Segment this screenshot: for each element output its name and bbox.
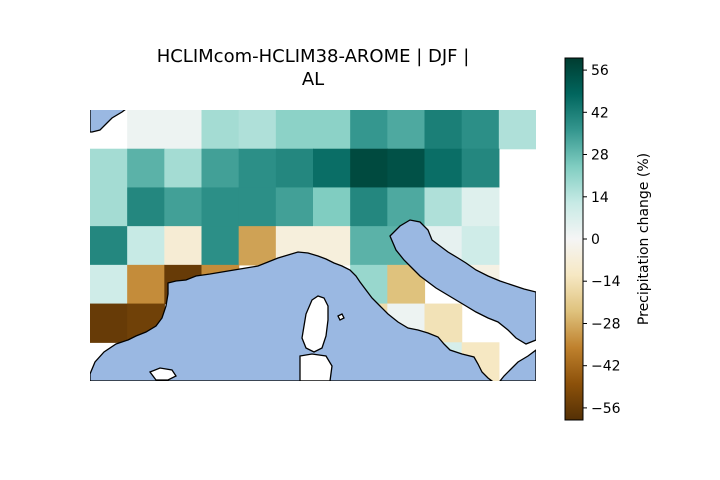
mediterranean-sea xyxy=(90,252,492,381)
grid-cell xyxy=(275,148,314,189)
grid-cell xyxy=(127,187,165,227)
grid-cell xyxy=(164,226,203,266)
map-area xyxy=(90,110,536,381)
colorbar-tick-label: 0 xyxy=(591,232,600,248)
islands xyxy=(148,295,345,381)
grid-cell xyxy=(313,187,351,227)
grid-cell xyxy=(387,187,426,227)
grid-cell xyxy=(127,148,165,189)
colorbar-ticks: −56 −42 −28 −14 0 14 28 42 56 xyxy=(583,63,621,417)
grid-cell xyxy=(90,148,128,189)
elba-island xyxy=(337,313,345,321)
grid-cell xyxy=(424,187,463,227)
grid-cell xyxy=(164,110,203,150)
adriatic-sea xyxy=(390,220,536,344)
grid-cell xyxy=(313,148,351,189)
map-title-line-1: HCLIMcom-HCLIM38-AROME | DJF | xyxy=(156,46,470,67)
grid-cell xyxy=(201,226,240,266)
colorbar-tick-label: −28 xyxy=(591,317,621,333)
grid-cell xyxy=(90,226,128,266)
grid-cell xyxy=(461,110,500,150)
grid-cell xyxy=(127,226,165,266)
grid-cell xyxy=(387,110,426,150)
map-title-line-2: AL xyxy=(301,69,325,90)
coastline xyxy=(90,251,494,381)
colorbar-label: Precipitation change (%) xyxy=(636,153,652,325)
grid-cell xyxy=(238,148,277,189)
grid-cell xyxy=(313,110,351,150)
balearic-island xyxy=(148,367,177,381)
coastline xyxy=(499,349,536,381)
colorbar-tick-label: 14 xyxy=(591,190,609,206)
colorbar-tick-label: −42 xyxy=(591,359,621,375)
corsica-island xyxy=(301,295,329,353)
grid-cell xyxy=(127,110,165,150)
grid-cell xyxy=(201,110,240,150)
grid-cell xyxy=(461,187,500,227)
grid-cell xyxy=(275,110,314,150)
colorbar-tick-label: −56 xyxy=(591,401,621,417)
grid-cell xyxy=(461,226,500,266)
colorbar: −56 −42 −28 −14 0 14 28 42 56 Precipitation chan… xyxy=(564,57,652,421)
colorbar-tick-label: −14 xyxy=(591,274,621,290)
coastline xyxy=(389,219,536,345)
sardinia-island xyxy=(299,353,333,381)
sea xyxy=(90,110,536,381)
grid-cell xyxy=(90,264,128,305)
colorbar-tick-label: 28 xyxy=(591,148,609,164)
colorbar-tick-label: 42 xyxy=(591,105,609,121)
grid-cell xyxy=(275,187,314,227)
grid-cell xyxy=(201,187,240,227)
coastlines xyxy=(90,110,536,381)
grid-cell xyxy=(90,303,128,343)
grid-cell xyxy=(201,148,240,189)
grid-cell xyxy=(350,226,388,266)
colorbar-tick-label: 56 xyxy=(591,63,609,79)
grid-cell xyxy=(461,148,500,189)
colorbar-gradient xyxy=(564,57,584,421)
grid-cell xyxy=(164,148,203,189)
grid-cell xyxy=(90,187,128,227)
ionian-sea xyxy=(500,350,536,381)
grid-cell xyxy=(127,264,165,305)
grid-cell xyxy=(164,187,203,227)
grid-cell xyxy=(387,148,426,189)
grid-cell xyxy=(498,110,536,150)
coastline xyxy=(90,110,126,133)
grid-cell xyxy=(350,110,388,150)
grid-cell xyxy=(424,148,463,189)
grid-cell xyxy=(238,110,277,150)
grid-cell xyxy=(238,187,277,227)
grid-cell xyxy=(350,148,388,189)
grid-cell xyxy=(238,226,277,266)
grid-cell xyxy=(424,110,463,150)
grid-cell xyxy=(350,187,388,227)
